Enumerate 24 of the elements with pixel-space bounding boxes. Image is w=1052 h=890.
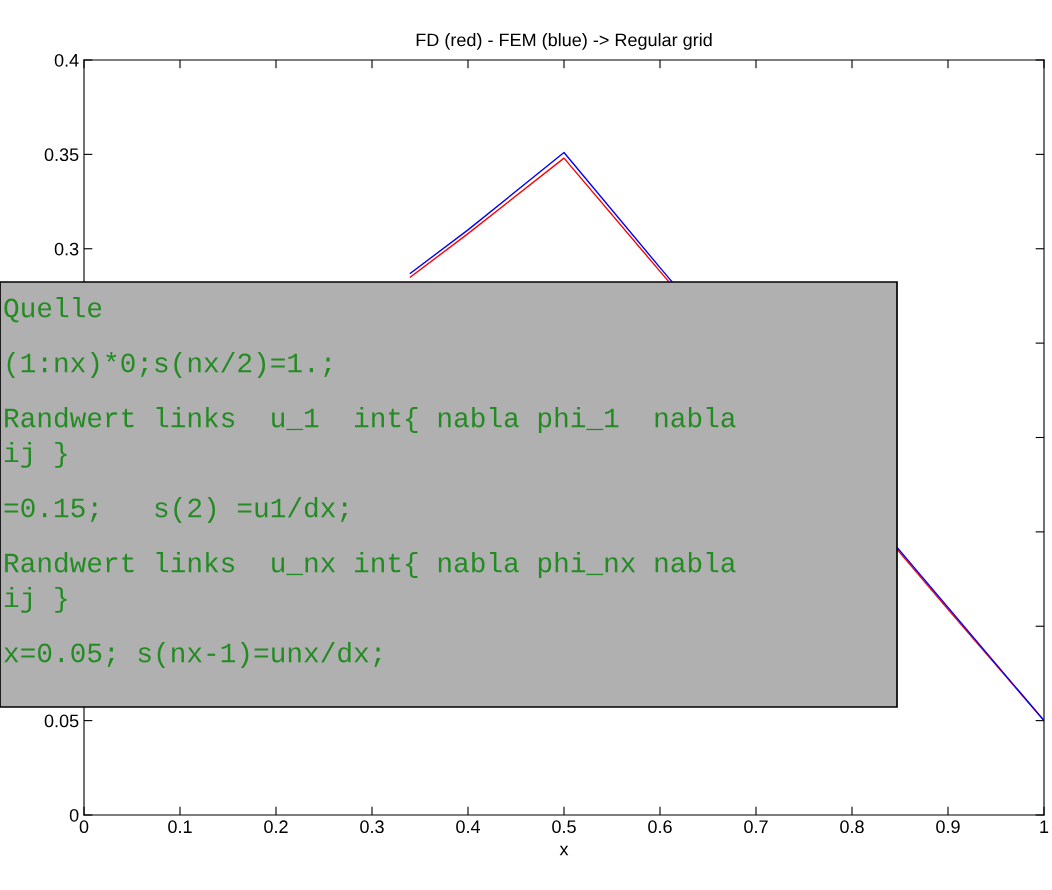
y-tick-label: 0.3 [54, 242, 79, 256]
x-tick-label: 0.7 [744, 820, 768, 834]
annotation: Randwert links u_1 int{ nabla phi_1 nabla ij } [4, 407, 736, 468]
annotation: x=0.05; s(nx-1)=unx/dx; [4, 642, 381, 668]
x-tick-label: 0.2 [264, 820, 288, 834]
chart-title: FD (red) - FEM (blue) -> Regular grid [416, 33, 712, 50]
y-tick-label: 0.05 [44, 714, 79, 728]
x-tick-label: 0.5 [552, 820, 576, 834]
x-axis-title: x [559, 845, 569, 856]
x-tick-label: 0.1 [168, 820, 192, 834]
annotation: Randwert links u_nx int{ nabla phi_nx nabla ij } [4, 552, 736, 613]
x-tick-label: 0.4 [456, 820, 481, 834]
y-tick-label: 0 [69, 808, 79, 822]
y-tick-label: 0.35 [44, 148, 79, 162]
x-tick-label: 1 [1040, 820, 1049, 833]
annotation: =0.15; s(2) =u1/dx; [4, 497, 348, 523]
x-tick-label: 0 [79, 820, 89, 834]
x-tick-label: 0.6 [648, 820, 672, 834]
y-tick-label: 0.4 [54, 53, 79, 67]
annotation: (1:nx)*0;s(nx/2)=1.; [7, 352, 331, 378]
annotation: Quelle [4, 297, 102, 323]
x-tick-label: 0.3 [360, 820, 384, 834]
x-tick-label: 0.8 [840, 820, 864, 834]
x-tick-label: 0.9 [936, 820, 960, 834]
